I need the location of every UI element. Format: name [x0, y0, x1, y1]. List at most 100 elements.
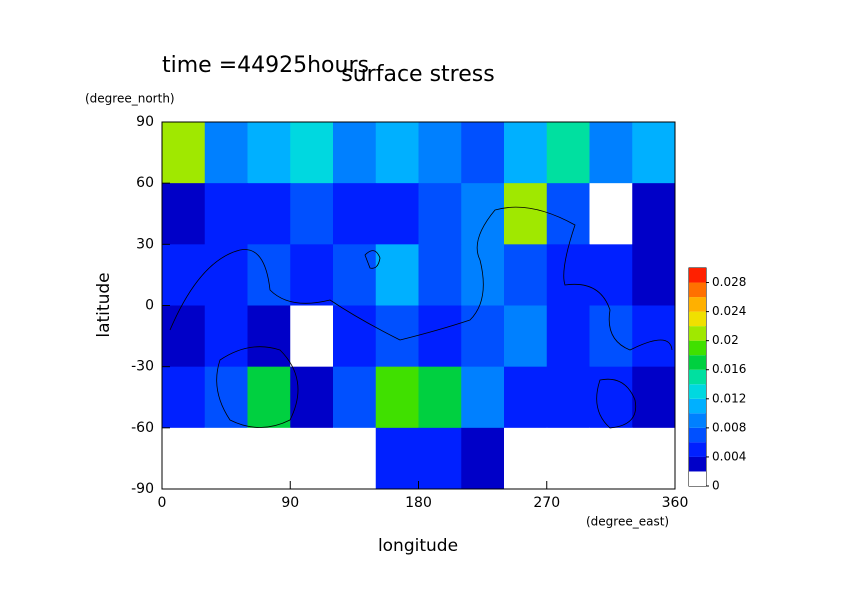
chart-title: surface stress	[341, 62, 494, 87]
x-tick-label: 270	[533, 495, 560, 511]
cell	[589, 183, 633, 245]
y-unit: (degree_north)	[85, 92, 175, 106]
cell	[204, 244, 248, 306]
cell	[461, 366, 505, 429]
colorbar-tick-label: 0.02	[712, 333, 739, 347]
colorbar-bin	[689, 384, 706, 399]
cell	[333, 122, 377, 184]
y-tick-label: 60	[136, 175, 154, 191]
cell	[504, 305, 548, 368]
cell	[247, 183, 291, 245]
cell	[333, 305, 377, 368]
x-unit: (degree_east)	[586, 515, 669, 529]
cell	[461, 305, 505, 368]
cell	[546, 122, 590, 184]
cell	[204, 366, 248, 429]
cell	[418, 427, 462, 490]
cell	[162, 366, 206, 429]
cell	[504, 244, 548, 306]
colorbar-tick-label: 0.008	[712, 420, 746, 434]
cell	[418, 366, 462, 429]
cell	[375, 427, 419, 490]
cell	[632, 305, 676, 368]
cell	[162, 427, 206, 490]
colorbar-bin	[689, 297, 706, 312]
cell	[632, 244, 676, 306]
cell	[204, 183, 248, 245]
cell	[247, 122, 291, 184]
cell	[546, 183, 590, 245]
cell	[504, 366, 548, 429]
colorbar-bin	[689, 427, 706, 443]
cell	[589, 244, 633, 306]
cell	[546, 427, 590, 490]
colorbar-tick-label: 0.028	[712, 275, 746, 289]
cell	[204, 122, 248, 184]
cell	[375, 366, 419, 429]
cell	[333, 244, 377, 306]
cell	[418, 305, 462, 368]
cell	[461, 427, 505, 490]
cell	[632, 427, 676, 490]
cell	[504, 183, 548, 245]
cell	[290, 122, 334, 184]
cell	[247, 244, 291, 306]
y-tick-label: 30	[136, 236, 154, 252]
cell	[589, 305, 633, 368]
cell	[632, 122, 676, 184]
cell	[290, 427, 334, 490]
colorbar-bin	[689, 413, 706, 428]
cell	[247, 427, 291, 490]
coastlines	[169, 206, 673, 429]
y-tick-label: 90	[136, 114, 154, 130]
cell	[333, 183, 377, 245]
colorbar-bin	[689, 355, 706, 370]
cell	[504, 122, 548, 184]
x-tick-label: 90	[281, 495, 299, 511]
cell	[162, 305, 206, 368]
colorbar-bin	[689, 369, 706, 385]
cell	[333, 366, 377, 429]
x-tick-label: 0	[158, 495, 167, 511]
cell	[418, 244, 462, 306]
cell	[375, 305, 419, 368]
cell	[589, 122, 633, 184]
colorbar-bin	[689, 311, 706, 327]
cell	[546, 244, 590, 306]
cell	[632, 366, 676, 429]
cell	[546, 366, 590, 429]
cell	[204, 427, 248, 490]
cell	[375, 244, 419, 306]
x-axis-label: longitude	[378, 536, 458, 556]
cell	[632, 183, 676, 245]
colorbar-bin	[689, 442, 706, 457]
field	[162, 122, 676, 490]
chart-subtitle: time =44925hours	[162, 53, 369, 78]
cell	[418, 122, 462, 184]
y-tick-label: -90	[131, 481, 154, 497]
cell	[290, 305, 334, 368]
cell	[204, 305, 248, 368]
cell	[162, 122, 206, 184]
cell	[290, 183, 334, 245]
colorbar-tick-label: 0	[712, 479, 720, 493]
cell	[589, 427, 633, 490]
colorbar-tick-label: 0.004	[712, 449, 746, 463]
cell	[375, 183, 419, 245]
cell	[290, 244, 334, 306]
y-tick-label: 0	[145, 298, 154, 314]
cell	[162, 183, 206, 245]
colorbar-bin	[689, 398, 706, 414]
cell	[375, 122, 419, 184]
cell	[290, 366, 334, 429]
y-axis-label: latitude	[94, 272, 114, 337]
colorbar-tick-label: 0.024	[712, 304, 746, 318]
x-tick-label: 180	[405, 495, 432, 511]
cell	[247, 366, 291, 429]
colorbar-bin	[689, 456, 706, 472]
colorbar-bin	[689, 326, 706, 341]
colorbar-bin	[689, 282, 706, 298]
colorbar-bin	[689, 268, 706, 283]
cell	[461, 183, 505, 245]
